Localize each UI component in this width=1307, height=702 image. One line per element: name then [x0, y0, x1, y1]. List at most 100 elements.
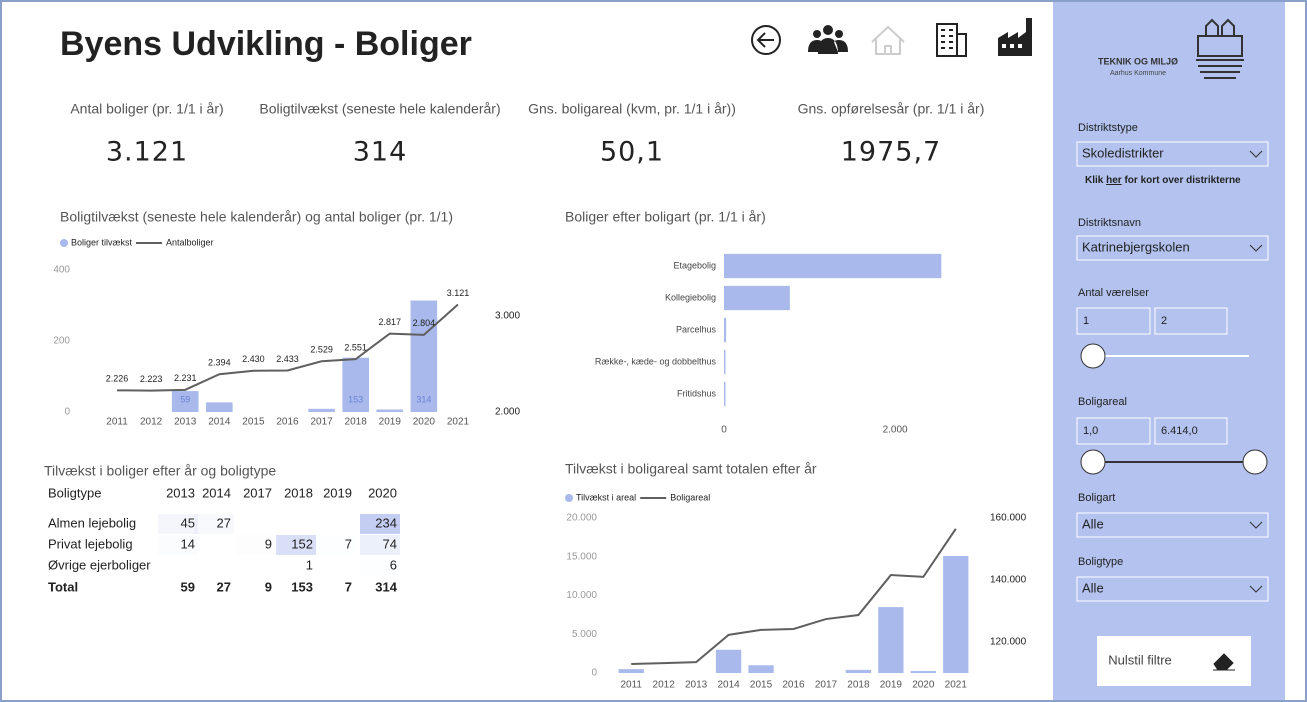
bar — [724, 317, 727, 343]
table-cell: 1 — [306, 557, 313, 572]
dropdown[interactable] — [1076, 512, 1269, 538]
dropdown-value: Alle — [1082, 516, 1104, 531]
input-box[interactable] — [1154, 417, 1228, 445]
home-icon[interactable] — [871, 25, 905, 55]
input-box[interactable] — [1154, 307, 1228, 335]
bar — [308, 408, 335, 412]
filter-label: Distriktstype — [1078, 122, 1138, 134]
kpi-value: 3.121 — [106, 137, 188, 168]
x-tick-label: 2011 — [620, 680, 642, 691]
bar — [845, 669, 872, 673]
map-link[interactable]: Klik her for kort over distrikterne — [1085, 175, 1241, 186]
legend-label: Boliger tilvækst — [71, 237, 133, 247]
kpi-value: 1975,7 — [841, 137, 941, 168]
chart-title: Boligtilvækst (seneste hele kalenderår) … — [60, 209, 453, 225]
building-icon[interactable] — [936, 23, 967, 57]
filter-label: Distriktsnavn — [1078, 217, 1141, 229]
bar — [748, 665, 774, 673]
y-tick-label: 0 — [591, 668, 597, 679]
x-tick-label: 2021 — [447, 417, 470, 428]
factory-icon[interactable] — [998, 18, 1032, 56]
y-tick-label: 15.000 — [566, 551, 597, 562]
x-tick-label: 2.000 — [883, 425, 908, 436]
kpi-label: Boligtilvækst (seneste hele kalenderår) — [259, 101, 500, 117]
x-tick-label: 2011 — [106, 417, 128, 428]
x-tick-label: 2019 — [880, 680, 903, 691]
data-label: 2.551 — [344, 343, 367, 353]
input-box[interactable] — [1076, 417, 1151, 445]
dropdown-value: Katrinebjergskolen — [1082, 239, 1190, 254]
people-icon[interactable] — [808, 25, 848, 54]
row-label: Almen lejebolig — [48, 515, 136, 530]
total-cell: 27 — [217, 579, 231, 594]
x-tick-label: 2016 — [276, 417, 299, 428]
slider-handle[interactable] — [1242, 449, 1268, 475]
dropdown[interactable] — [1076, 576, 1269, 602]
heat-cell — [158, 535, 198, 555]
data-label: 2.223 — [140, 374, 163, 384]
filter-label: Boligart — [1078, 492, 1115, 504]
y-tick-label: 20.000 — [566, 513, 597, 524]
legend-label: Tilvækst i areal — [576, 492, 636, 502]
y-tick-label: 200 — [53, 336, 70, 347]
x-tick-label: 2013 — [685, 680, 708, 691]
reset-label: Nulstil filtre — [1108, 652, 1172, 667]
x-tick-label: 2020 — [912, 680, 935, 691]
reset-button[interactable] — [1097, 636, 1251, 686]
column-header: 2020 — [368, 485, 397, 500]
bar — [724, 285, 790, 311]
data-label: 59 — [180, 394, 190, 404]
x-tick-label: 2020 — [413, 417, 436, 428]
input-box[interactable] — [1076, 307, 1151, 335]
legend-swatch — [565, 494, 573, 502]
x-tick-label: 2015 — [242, 417, 265, 428]
link[interactable]: her — [1106, 175, 1122, 186]
y-tick-label: Etagebolig — [673, 260, 716, 270]
y2-tick-label: 160.000 — [990, 513, 1027, 524]
dropdown-value: Alle — [1082, 580, 1104, 595]
data-label: 2.226 — [106, 374, 129, 384]
dropdown[interactable] — [1076, 141, 1269, 167]
slider-handle[interactable] — [1080, 343, 1106, 369]
bar — [724, 349, 726, 375]
bar — [618, 669, 644, 673]
slider-handle[interactable] — [1080, 449, 1106, 475]
filter-label: Boligtype — [1078, 556, 1123, 568]
heat-cell — [360, 535, 400, 555]
data-label: 3.121 — [447, 288, 470, 298]
total-cell: Total — [48, 579, 78, 594]
column-header: Boligtype — [48, 485, 101, 500]
heat-cell — [194, 514, 234, 534]
range-max: 6.414,0 — [1161, 425, 1198, 437]
dropdown[interactable] — [1076, 235, 1269, 261]
x-tick-label: 2017 — [815, 680, 838, 691]
table-title: Tilvækst i boliger efter år og boligtype — [44, 463, 276, 479]
kpi-value: 50,1 — [600, 137, 664, 168]
legend-swatch — [60, 239, 68, 247]
table-cell: 7 — [345, 536, 352, 551]
table-cell: 14 — [181, 536, 195, 551]
x-tick-label: 2018 — [847, 680, 870, 691]
line — [631, 528, 957, 666]
y2-tick-label: 2.000 — [495, 407, 520, 418]
bar — [376, 409, 404, 412]
x-tick-label: 0 — [721, 425, 727, 436]
y2-tick-label: 140.000 — [990, 575, 1027, 586]
data-label: 2.430 — [242, 354, 265, 364]
bar — [171, 391, 199, 412]
total-cell: 9 — [265, 579, 272, 594]
range-min: 1,0 — [1083, 425, 1098, 437]
bar — [206, 402, 233, 412]
x-tick-label: 2019 — [379, 417, 402, 428]
heat-cell — [360, 514, 400, 534]
back-button[interactable] — [751, 25, 781, 55]
data-label: 153 — [348, 394, 363, 404]
y2-tick-label: 3.000 — [495, 311, 520, 322]
data-label: 2.433 — [276, 354, 299, 364]
legend-label: Boligareal — [670, 492, 710, 502]
kpi-label: Gns. opførelsesår (pr. 1/1 i år) — [798, 101, 985, 117]
y-tick-label: Kollegiebolig — [665, 292, 716, 302]
data-label: 2.804 — [413, 318, 436, 328]
column-header: 2018 — [284, 485, 313, 500]
